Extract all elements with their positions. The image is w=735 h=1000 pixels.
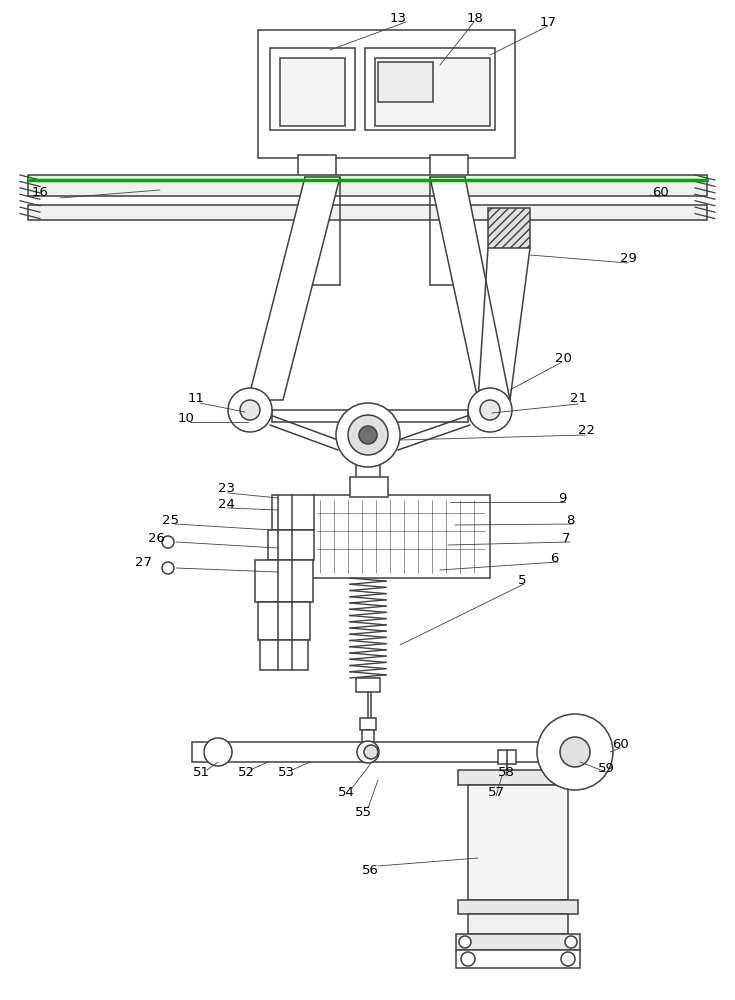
Text: 21: 21 bbox=[570, 391, 587, 404]
Circle shape bbox=[357, 741, 379, 763]
Text: 56: 56 bbox=[362, 863, 379, 876]
Text: 26: 26 bbox=[148, 532, 165, 544]
Bar bbox=[270, 48, 355, 130]
Circle shape bbox=[336, 403, 400, 467]
Bar bbox=[430, 155, 468, 177]
Text: 60: 60 bbox=[612, 738, 628, 752]
Text: 11: 11 bbox=[188, 391, 205, 404]
Text: 25: 25 bbox=[162, 514, 179, 526]
Bar bbox=[362, 730, 374, 750]
Text: 55: 55 bbox=[355, 806, 372, 818]
Circle shape bbox=[364, 745, 378, 759]
Bar bbox=[456, 934, 580, 950]
Bar bbox=[258, 602, 310, 640]
Bar bbox=[488, 208, 530, 248]
Bar bbox=[458, 900, 578, 914]
Text: 59: 59 bbox=[598, 762, 615, 774]
Bar bbox=[378, 62, 433, 102]
Circle shape bbox=[240, 400, 260, 420]
Circle shape bbox=[162, 562, 174, 574]
Bar bbox=[365, 48, 495, 130]
Bar bbox=[268, 530, 314, 560]
Text: 58: 58 bbox=[498, 766, 515, 778]
Bar bbox=[28, 175, 707, 196]
Circle shape bbox=[468, 388, 512, 432]
Bar bbox=[498, 750, 516, 764]
Text: 18: 18 bbox=[467, 11, 484, 24]
Bar bbox=[360, 718, 376, 730]
Circle shape bbox=[480, 400, 500, 420]
Bar bbox=[260, 640, 308, 670]
Bar bbox=[356, 678, 380, 692]
Bar bbox=[360, 487, 376, 497]
Bar bbox=[280, 58, 345, 126]
Text: 17: 17 bbox=[540, 15, 557, 28]
Bar bbox=[28, 205, 707, 220]
Bar bbox=[272, 495, 314, 530]
Text: 22: 22 bbox=[578, 424, 595, 436]
Circle shape bbox=[561, 952, 575, 966]
Text: 20: 20 bbox=[555, 352, 572, 364]
Bar bbox=[298, 155, 336, 177]
Text: 9: 9 bbox=[558, 491, 567, 504]
Text: 23: 23 bbox=[218, 482, 235, 494]
Text: 29: 29 bbox=[620, 251, 637, 264]
Text: 10: 10 bbox=[178, 412, 195, 424]
Bar bbox=[350, 477, 388, 497]
Text: 24: 24 bbox=[218, 498, 235, 512]
Circle shape bbox=[560, 737, 590, 767]
Polygon shape bbox=[430, 177, 510, 400]
Text: 57: 57 bbox=[488, 786, 505, 798]
Circle shape bbox=[359, 426, 377, 444]
Text: 51: 51 bbox=[193, 766, 210, 778]
Text: 6: 6 bbox=[550, 552, 559, 564]
Text: 53: 53 bbox=[278, 766, 295, 778]
Bar bbox=[356, 465, 380, 487]
Circle shape bbox=[204, 738, 232, 766]
Bar bbox=[458, 770, 578, 785]
Text: 13: 13 bbox=[390, 11, 407, 24]
Text: 7: 7 bbox=[562, 532, 570, 544]
Circle shape bbox=[565, 936, 577, 948]
Circle shape bbox=[348, 415, 388, 455]
Bar bbox=[468, 914, 568, 934]
Text: 8: 8 bbox=[566, 514, 574, 526]
Polygon shape bbox=[248, 177, 340, 400]
Circle shape bbox=[459, 936, 471, 948]
Bar bbox=[375, 58, 490, 126]
Text: 16: 16 bbox=[32, 186, 49, 200]
Text: 27: 27 bbox=[135, 556, 152, 568]
Bar bbox=[456, 950, 580, 968]
Circle shape bbox=[537, 714, 613, 790]
Circle shape bbox=[162, 536, 174, 548]
Circle shape bbox=[228, 388, 272, 432]
Bar bbox=[312, 495, 490, 578]
Bar bbox=[258, 30, 515, 158]
Text: 5: 5 bbox=[518, 574, 526, 586]
Text: 52: 52 bbox=[238, 766, 255, 778]
Bar bbox=[468, 785, 568, 900]
Text: 60: 60 bbox=[652, 186, 669, 200]
Circle shape bbox=[461, 952, 475, 966]
Bar bbox=[255, 560, 313, 602]
Text: 54: 54 bbox=[338, 786, 355, 798]
Bar bbox=[192, 742, 610, 762]
